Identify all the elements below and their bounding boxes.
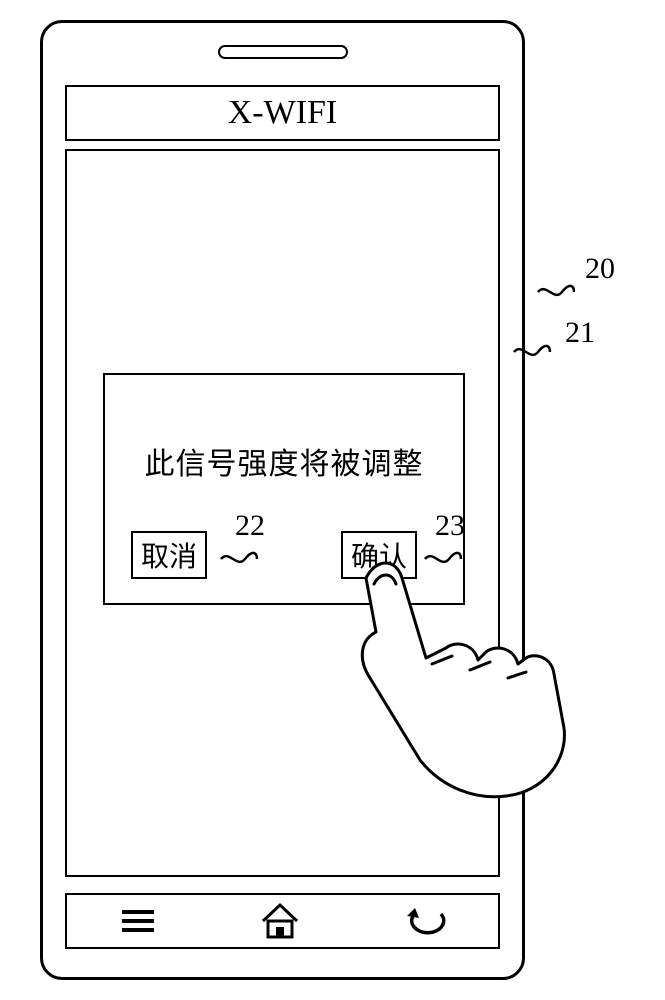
ref-label-22: 22 — [235, 509, 265, 543]
app-title-bar: X-WIFI — [65, 85, 500, 141]
screen-area: 此信号强度将被调整 取消 确认 22 23 — [65, 149, 500, 877]
confirm-button[interactable]: 确认 — [341, 531, 417, 579]
home-icon[interactable] — [259, 901, 301, 941]
cancel-button[interactable]: 取消 — [131, 531, 207, 579]
ref-label-21: 21 — [565, 316, 595, 350]
app-title-text: X-WIFI — [228, 94, 338, 132]
leader-21-icon — [512, 340, 552, 362]
ref-label-23: 23 — [435, 509, 465, 543]
leader-23-icon — [423, 547, 463, 569]
dialog-box: 此信号强度将被调整 取消 确认 22 23 — [103, 373, 465, 605]
menu-icon[interactable] — [118, 906, 158, 936]
dialog-message: 此信号强度将被调整 — [105, 439, 463, 483]
leader-20-icon — [536, 280, 576, 302]
nav-bar — [65, 893, 500, 949]
phone-speaker — [218, 45, 348, 59]
back-icon[interactable] — [403, 904, 447, 938]
phone-frame: X-WIFI 此信号强度将被调整 取消 确认 22 23 — [40, 20, 525, 980]
leader-22-icon — [219, 547, 259, 569]
ref-label-20: 20 — [585, 252, 615, 286]
